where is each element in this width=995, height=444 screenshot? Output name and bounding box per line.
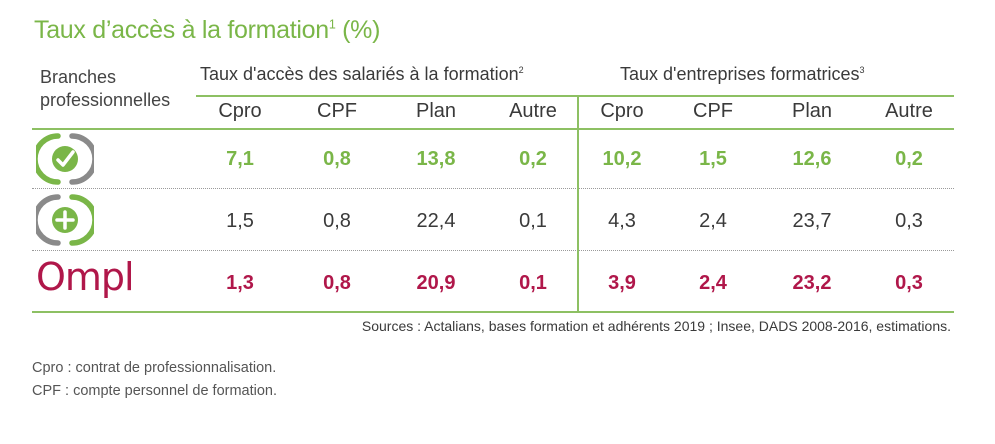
cell: 0,8 [323,148,351,170]
group-separator [577,95,579,311]
group-header-salaries: Taux d'accès des salariés à la formation… [200,64,524,84]
cell: 2,4 [699,210,727,232]
branch-plus-logo [36,194,94,246]
cell: 22,4 [416,210,456,232]
cell: 0,8 [323,272,351,294]
cell: 0,8 [323,210,351,232]
col-header-autre-2: Autre [885,100,933,122]
svg-text:Ompl: Ompl [36,256,134,299]
col-header-cpf-2: CPF [693,100,733,122]
cell: 4,3 [608,210,636,232]
row-divider [32,250,954,251]
cell: 0,3 [895,210,923,232]
cell: 2,4 [699,272,727,294]
cell: 1,5 [699,148,727,170]
cell: 3,9 [608,272,636,294]
cell: 0,1 [519,272,547,294]
cell: 12,6 [792,148,832,170]
cell: 0,2 [519,148,547,170]
cell: 20,9 [416,272,456,294]
cell: 13,8 [416,148,456,170]
col-header-cpro-2: Cpro [600,100,644,122]
cell: 0,3 [895,272,923,294]
footnote-cpro: Cpro : contrat de professionnalisation. [32,360,277,376]
branch-green-check-logo [36,133,94,185]
cell: 23,7 [792,210,832,232]
bottom-rule [32,311,954,313]
footnote-cpf: CPF : compte personnel de formation. [32,383,278,399]
col-header-cpro-1: Cpro [218,100,262,122]
group-header-entreprises: Taux d'entreprises formatrices3 [620,64,865,84]
col-header-cpf-1: CPF [317,100,357,122]
sources-note: Sources : Actalians, bases formation et … [361,318,951,334]
ompl-logo: Ompl [36,256,135,299]
col-header-plan-2: Plan [791,100,833,122]
cell: 7,1 [226,148,254,170]
branches-header: Branches professionnelles [40,67,171,110]
cell: 0,2 [895,148,923,170]
row-divider [32,188,954,189]
cell: 10,2 [602,148,642,170]
cell: 0,1 [519,210,547,232]
cell: 1,5 [226,210,254,232]
cell: 1,3 [226,272,254,294]
col-header-plan-1: Plan [415,100,457,122]
columns-rule [32,128,954,130]
header-rule [196,95,954,97]
table-title: Taux d’accès à la formation1 (%) [34,16,381,44]
col-header-autre-1: Autre [509,100,557,122]
cell: 23,2 [792,272,832,294]
